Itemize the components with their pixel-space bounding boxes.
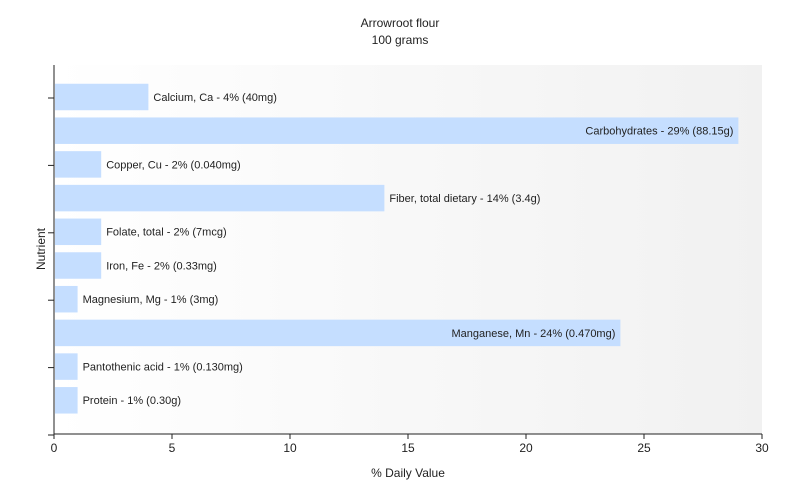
y-ticks-group [48,97,54,436]
bar-label-9: Protein - 1% (0.30g) [83,395,181,407]
bar-label-4: Folate, total - 2% (7mcg) [106,227,226,239]
bar-6 [55,285,78,313]
x-axis-label: % Daily Value [371,466,445,480]
x-tick-label-3: 15 [401,441,415,455]
bar-0 [55,83,149,111]
x-tick-label-0: 0 [51,441,58,455]
y-axis-label: Nutrient [34,227,48,270]
chart-subtitle: 100 grams [372,33,429,47]
x-tick-label-5: 25 [637,441,651,455]
bar-label-8: Pantothenic acid - 1% (0.130mg) [83,362,243,374]
bar-label-7: Manganese, Mn - 24% (0.470mg) [452,328,616,340]
bar-7 [55,319,621,347]
bar-2 [55,151,102,178]
chart-title: Arrowroot flour [361,16,440,30]
x-tick-label-6: 30 [755,441,769,455]
bar-label-0: Calcium, Ca - 4% (40mg) [153,92,276,104]
bar-4 [55,218,102,246]
bar-label-2: Copper, Cu - 2% (0.040mg) [106,159,241,171]
bar-1 [55,117,739,144]
bar-8 [55,353,78,380]
x-tick-label-1: 5 [169,441,176,455]
bar-9 [55,387,78,414]
x-tick-label-2: 10 [283,441,297,455]
bar-label-1: Carbohydrates - 29% (88.15g) [585,126,733,138]
bar-label-3: Fiber, total dietary - 14% (3.4g) [389,193,540,205]
x-ticks-group: 0 5 10 15 20 25 30 [51,434,769,455]
bar-labels-group: Calcium, Ca - 4% (40mg) Carbohydrates - 2… [83,92,734,407]
x-tick-label-4: 20 [519,441,533,455]
bar-5 [55,252,102,279]
bar-3 [55,184,385,212]
bar-label-5: Iron, Fe - 2% (0.33mg) [106,260,217,272]
bar-label-6: Magnesium, Mg - 1% (3mg) [83,294,219,306]
bars-group [55,83,739,414]
